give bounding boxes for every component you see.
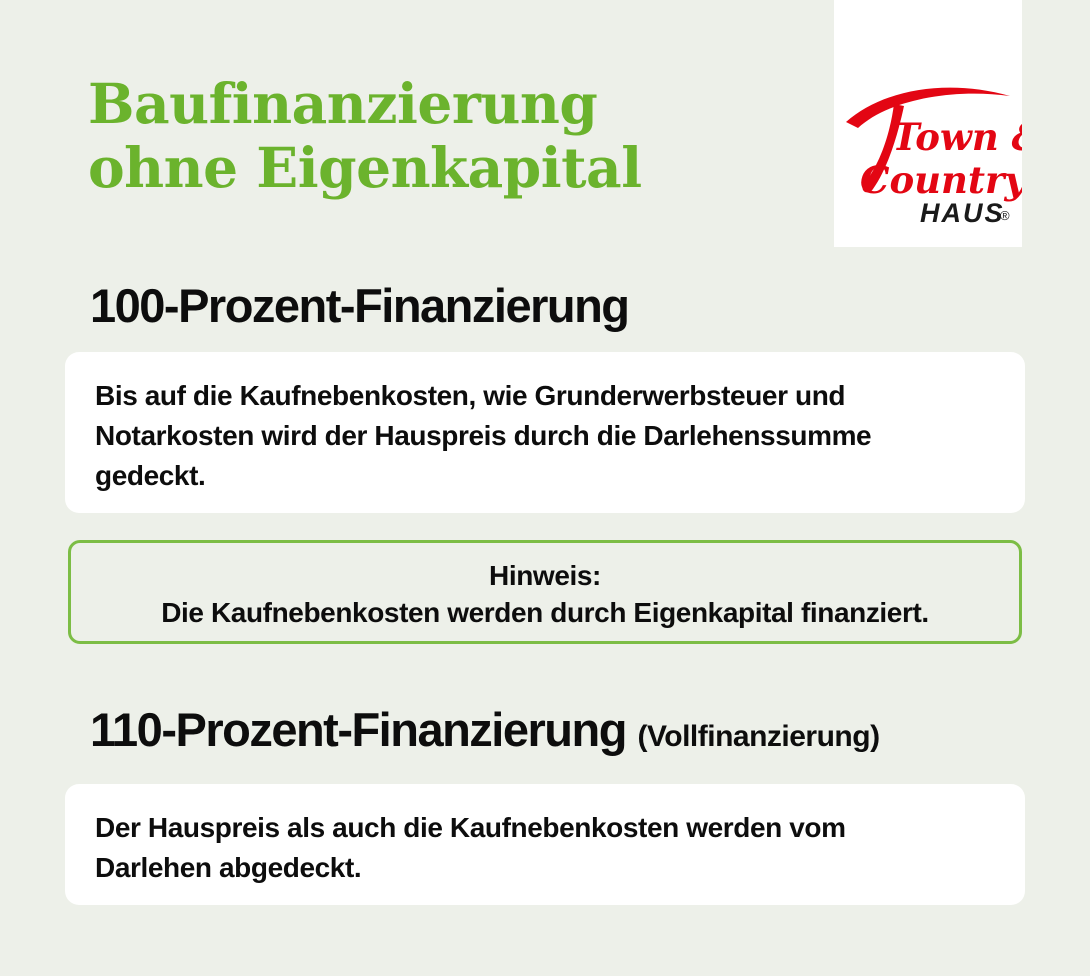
logo-t-stem (862, 104, 904, 193)
heading-110-text: 110-Prozent-Finanzierung (90, 703, 627, 756)
hint-text: Die Kaufnebenkosten werden durch Eigenka… (161, 597, 929, 628)
card-110-text-line: Darlehen abgedeckt. (95, 852, 362, 883)
logo-town-text: Town & (892, 115, 1022, 159)
logo-swoosh (846, 87, 1010, 128)
hint-title: Hinweis: (489, 560, 601, 591)
hint-box: Hinweis: Die Kaufnebenkosten werden durc… (68, 540, 1022, 644)
town-country-logo-icon: Town & Country HAUS ® (846, 87, 1022, 228)
title-line-2: ohne Eigenkapital (88, 135, 642, 200)
card-110-text-line: Der Hauspreis als auch die Kaufnebenkost… (95, 812, 846, 843)
info-card-110-prozent: Der Hauspreis als auch die Kaufnebenkost… (65, 784, 1025, 905)
card-100-text-line: Notarkosten wird der Hauspreis durch die… (95, 420, 872, 451)
main-title: Baufinanzierung ohne Eigenkapital (88, 72, 642, 200)
card-100-text-line: Bis auf die Kaufnebenkosten, wie Grunder… (95, 380, 846, 411)
logo-box: Town & Country HAUS ® (834, 0, 1022, 247)
section-heading-100-prozent: 100-Prozent-Finanzierung (90, 278, 630, 333)
logo-haus-text: HAUS (920, 198, 1005, 228)
title-line-1: Baufinanzierung (88, 71, 598, 136)
section-heading-110-prozent: 110-Prozent-Finanzierung (Vollfinanzieru… (90, 702, 880, 757)
heading-110-suffix: (Vollfinanzierung) (637, 720, 880, 753)
logo-registered-mark: ® (1000, 208, 1010, 223)
card-100-text-line: gedeckt. (95, 460, 206, 491)
logo-country-text: Country (860, 158, 1022, 202)
info-card-100-prozent: Bis auf die Kaufnebenkosten, wie Grunder… (65, 352, 1025, 513)
heading-100-text: 100-Prozent-Finanzierung (90, 279, 630, 332)
